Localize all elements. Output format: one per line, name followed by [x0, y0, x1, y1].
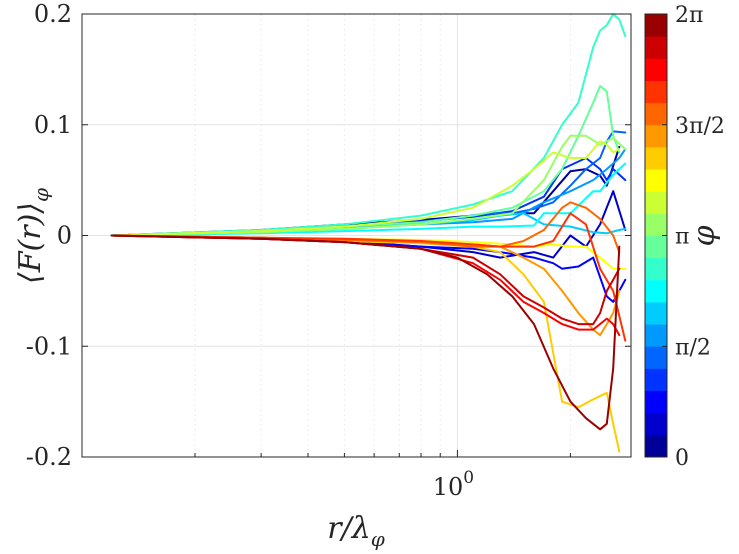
y-tick-label-2: 0	[57, 222, 72, 250]
colorbar-cell-11	[645, 191, 667, 214]
colorbar-cell-16	[645, 80, 667, 104]
x-tick-label-exponent-0: 0	[463, 468, 474, 488]
series-line-phi-1.41	[110, 130, 627, 237]
x-axis-label: r/λφ	[327, 511, 384, 551]
y-tick-label-4: 0.2	[34, 0, 72, 28]
series-line-phi-5.18	[110, 212, 627, 342]
colorbar-ticks: 0 π/2 π 3π/2 2π	[662, 3, 725, 471]
colorbar-label: φ	[687, 225, 722, 246]
colorbar-tick-label-3: 3π/2	[675, 114, 725, 139]
y-tick-label-1: -0.1	[26, 332, 72, 360]
x-axis-label-sub: φ	[371, 527, 385, 551]
y-axis-label-sub: φ	[29, 188, 53, 202]
colorbar-cell-17	[645, 58, 667, 81]
colorbar-cell-5	[645, 324, 667, 347]
colorbar-cell-9	[645, 235, 667, 259]
colorbar-cell-12	[645, 169, 667, 192]
series-line-phi-2.67	[110, 13, 627, 237]
y-axis-label-main: ⟨F(r)⟩	[13, 202, 48, 284]
colorbar-cell-18	[645, 36, 667, 59]
colorbar: 0 π/2 π 3π/2 2π	[644, 3, 725, 471]
series-line-phi-5.50	[110, 234, 621, 337]
series-line-phi-4.87	[110, 201, 621, 254]
y-tick-label-3: 0.1	[34, 111, 72, 139]
series-lines	[110, 13, 627, 453]
colorbar-tick-label-4: 2π	[675, 3, 703, 28]
colorbar-cell-3	[645, 368, 667, 392]
series-line-phi-5.81	[110, 234, 621, 326]
colorbar-cell-13	[645, 146, 667, 170]
colorbar-cell-7	[645, 279, 667, 303]
colorbar-cell-10	[645, 213, 667, 236]
axis-ticks: -0.2 -0.1 0 0.1 0.2 100	[26, 0, 631, 501]
colorbar-cells	[645, 14, 667, 458]
colorbar-cell-4	[645, 346, 667, 369]
series-line-phi-3.61	[110, 140, 621, 237]
y-tick-label-0: -0.2	[26, 443, 72, 471]
series-line-phi-4.56	[110, 234, 621, 337]
y-axis-label: ⟨F(r)⟩φ	[13, 188, 53, 284]
colorbar-cell-14	[645, 124, 667, 148]
series-line-phi-6.12	[110, 234, 621, 431]
x-axis-label-main: r/λ	[327, 511, 370, 546]
colorbar-cell-2	[645, 390, 667, 414]
colorbar-cell-0	[645, 434, 667, 458]
colorbar-tick-label-2: π	[675, 225, 689, 250]
colorbar-tick-label-1: π/2	[675, 335, 711, 360]
colorbar-cell-8	[645, 257, 667, 281]
colorbar-tick-label-0: 0	[675, 446, 689, 471]
colorbar-cell-15	[645, 102, 667, 126]
colorbar-cell-19	[645, 14, 667, 37]
series-line-phi-3.30	[110, 134, 627, 237]
x-tick-label-0: 100	[433, 468, 474, 501]
colorbar-cell-1	[645, 412, 667, 436]
series-line-phi-2.36	[110, 162, 627, 237]
colorbar-cell-6	[645, 301, 667, 325]
series-line-phi-4.24	[110, 234, 621, 453]
